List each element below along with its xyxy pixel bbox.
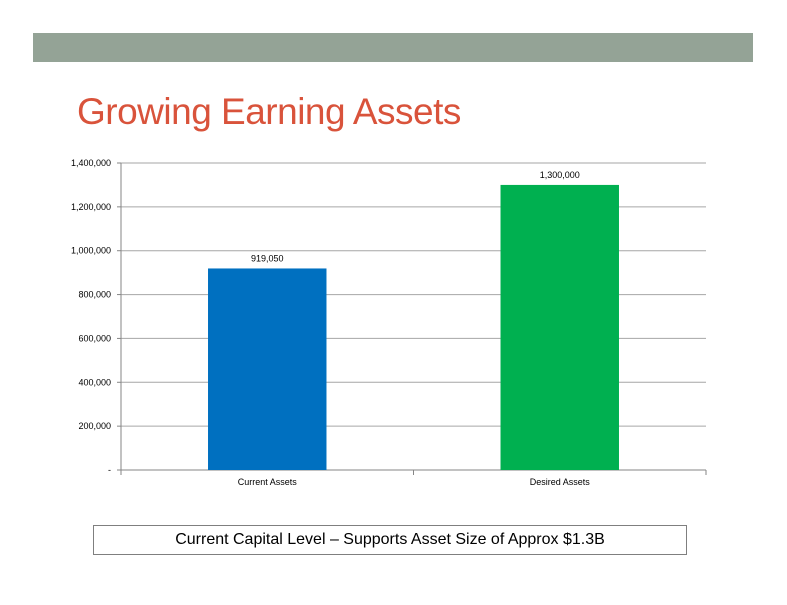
y-tick-label: 400,000	[78, 377, 111, 387]
y-tick-label: 1,400,000	[71, 158, 111, 168]
y-tick-label: 600,000	[78, 333, 111, 343]
caption-box: Current Capital Level – Supports Asset S…	[93, 525, 687, 555]
data-label: 919,050	[251, 253, 284, 263]
y-tick-label: 800,000	[78, 290, 111, 300]
y-tick-label: 200,000	[78, 421, 111, 431]
bar-current-assets	[208, 268, 327, 470]
slide-title: Growing Earning Assets	[77, 91, 461, 132]
caption-text: Current Capital Level – Supports Asset S…	[175, 531, 605, 548]
category-label: Desired Assets	[530, 477, 591, 487]
category-label: Current Assets	[238, 477, 298, 487]
bar-chart: - 200,000 400,000 600,000 800,000 1,000,000 1,…	[71, 158, 707, 487]
bar-desired-assets	[500, 184, 619, 470]
y-tick-label: -	[108, 465, 111, 475]
y-tick-label: 1,200,000	[71, 202, 111, 212]
header-bar	[33, 33, 753, 62]
y-tick-label: 1,000,000	[71, 246, 111, 256]
data-label: 1,300,000	[540, 170, 580, 180]
